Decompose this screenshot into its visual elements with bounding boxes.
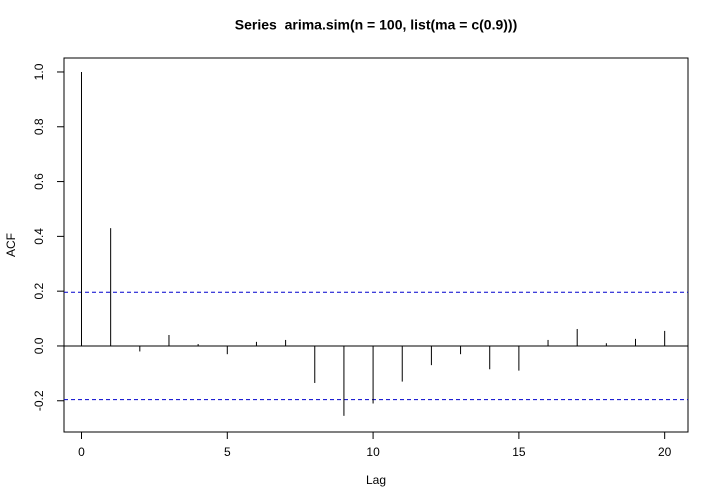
x-tick-label: 20 (658, 445, 672, 459)
plot-frame (63, 57, 689, 433)
x-tick-label: 10 (366, 445, 380, 459)
chart-title: Series arima.sim(n = 100, list(ma = c(0.… (235, 17, 517, 33)
y-tick-label: 0.4 (32, 228, 46, 245)
x-axis-label: Lag (366, 473, 386, 487)
y-tick-label: 1.0 (32, 63, 46, 80)
x-tick-label: 0 (78, 445, 85, 459)
x-tick-label: 5 (224, 445, 231, 459)
y-tick-label: 0.2 (32, 283, 46, 300)
y-axis-label: ACF (4, 233, 18, 257)
y-tick-label: 0.0 (32, 337, 46, 354)
y-tick-label: -0.2 (32, 390, 46, 411)
y-tick-label: 0.6 (32, 173, 46, 190)
y-tick-label: 0.8 (32, 118, 46, 135)
x-tick-label: 15 (512, 445, 526, 459)
